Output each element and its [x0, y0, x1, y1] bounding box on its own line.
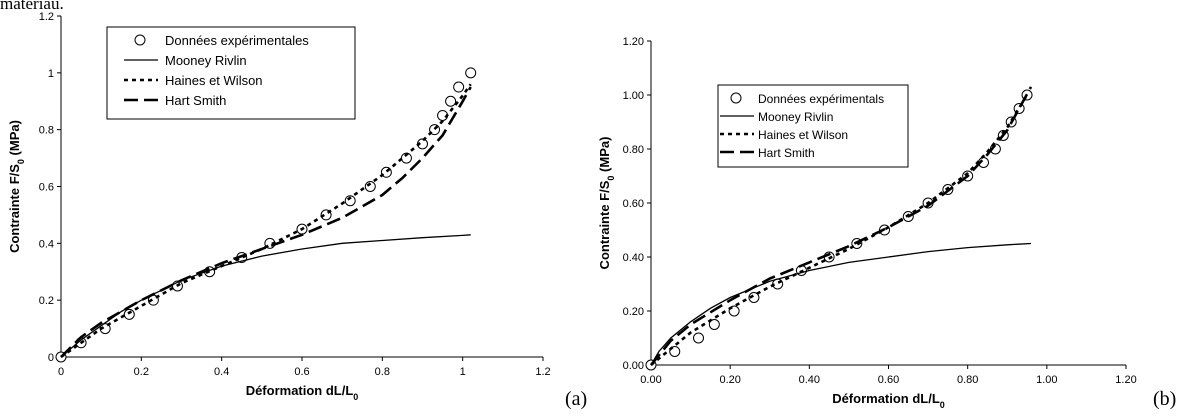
- y-axis-label: Contrainte F/S0 (MPa): [597, 137, 616, 270]
- legend-label: Mooney Rivlin: [165, 53, 247, 68]
- y-tick-label: 0.00: [623, 360, 644, 372]
- legend-label: Données expérimentales: [165, 33, 309, 48]
- legend-marker: [730, 92, 742, 104]
- legend: Données expérimentals Mooney Rivlin Haines…: [717, 84, 909, 168]
- plot-a: 0 0.2 0.4 0.6 0.8 1 1.2 0 0.2 0.4 0.6 0.8 1 1.2 Déform…: [7, 11, 551, 402]
- y-tick-label: 1: [48, 68, 54, 80]
- y-tick-label: 0.40: [623, 252, 644, 264]
- legend-label: Hart Smith: [165, 93, 226, 108]
- y-tick-label: 0: [48, 352, 54, 364]
- legend-label: Haines et Wilson: [758, 128, 848, 142]
- y-tick-label: 1.00: [623, 90, 644, 102]
- legend-label: Mooney Rivlin: [758, 110, 833, 124]
- y-tick-label: 0.8: [39, 125, 54, 137]
- data-point: [364, 181, 376, 192]
- y-tick-label: 1.2: [39, 11, 54, 23]
- y-tick-label: 0.60: [623, 198, 644, 210]
- legend-label: Données expérimentals: [758, 92, 884, 106]
- legend-label: Hart Smith: [758, 146, 815, 160]
- x-tick-label: 0.4: [214, 366, 229, 378]
- x-tick-label: 0.20: [719, 374, 740, 386]
- x-axis-label: Déformation dL/L0: [832, 391, 945, 410]
- legend-label: Haines et Wilson: [165, 73, 263, 88]
- x-tick-label: 0.8: [375, 366, 390, 378]
- y-tick-label: 0.2: [39, 295, 54, 307]
- y-tick-label: 0.80: [623, 144, 644, 156]
- plot-b: 0.00 0.20 0.40 0.60 0.80 1.00 1.20 0.00 0.20 0.40…: [597, 36, 1137, 410]
- data-point: [465, 67, 477, 79]
- series-line-mooney-rivlin: [60, 234, 471, 358]
- top-caption-text: matériau.: [0, 0, 64, 13]
- x-tick-label: 0.60: [878, 374, 899, 386]
- x-tick-label: 0: [58, 366, 64, 378]
- data-point: [453, 81, 465, 93]
- series-line-haines-et-wilson: [650, 94, 1029, 367]
- series-line-mooney-rivlin: [650, 242, 1032, 366]
- y-tick-label: 1.20: [623, 36, 644, 48]
- data-point: [748, 292, 760, 303]
- data-point: [708, 319, 720, 330]
- x-tick-label: 0.2: [134, 366, 149, 378]
- y-tick-label: 0.6: [39, 182, 54, 194]
- x-tick-label: 0.40: [799, 374, 820, 386]
- y-tick-label: 0.20: [623, 306, 644, 318]
- data-point: [445, 95, 457, 107]
- legend-box: [717, 84, 909, 168]
- series-line-hart-smith: [649, 86, 1033, 366]
- panel-label-a: (a): [565, 388, 588, 410]
- x-axis-label: Déformation dL/L0: [246, 383, 359, 402]
- x-tick-label: 1.2: [535, 366, 550, 378]
- legend: Données expérimentales Mooney Rivlin Haine…: [106, 26, 356, 120]
- x-tick-label: 0.00: [640, 374, 661, 386]
- y-axis-label: Contrainte F/S0 (MPa): [7, 120, 26, 253]
- series-line-hart-smith: [60, 86, 472, 358]
- data-point: [123, 308, 135, 320]
- legend-box: [106, 26, 356, 120]
- panel-label-b: (b): [1153, 388, 1177, 410]
- x-tick-label: 0.6: [294, 366, 309, 378]
- x-tick-label: 0.80: [957, 374, 978, 386]
- data-point: [693, 332, 704, 344]
- legend-marker: [134, 34, 146, 46]
- y-tick-label: 0.4: [39, 238, 54, 250]
- x-tick-label: 1: [460, 366, 466, 378]
- x-tick-label: 1.20: [1115, 374, 1136, 386]
- series-line-haines-et-wilson: [60, 83, 472, 359]
- x-tick-label: 1.00: [1036, 374, 1057, 386]
